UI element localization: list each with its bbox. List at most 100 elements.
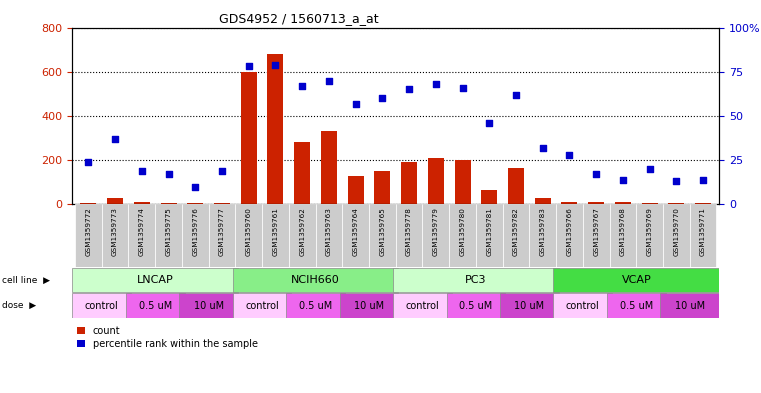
Text: control: control: [406, 301, 439, 310]
Text: GSM1359762: GSM1359762: [299, 208, 305, 256]
Bar: [286, 293, 345, 318]
Point: [243, 63, 255, 70]
Bar: [187, 203, 203, 204]
Bar: [316, 204, 342, 267]
Bar: [476, 204, 502, 267]
Bar: [348, 176, 364, 204]
Text: 10 uM: 10 uM: [514, 301, 544, 310]
Bar: [81, 203, 97, 204]
Bar: [155, 204, 182, 267]
Bar: [374, 171, 390, 204]
Point: [617, 176, 629, 183]
Point: [430, 81, 442, 87]
Bar: [295, 143, 310, 204]
Text: GSM1359767: GSM1359767: [593, 208, 599, 256]
Point: [296, 83, 308, 89]
Bar: [342, 204, 369, 267]
Text: GSM1359780: GSM1359780: [460, 208, 466, 256]
Bar: [449, 204, 476, 267]
Bar: [161, 203, 177, 204]
Bar: [422, 204, 449, 267]
Point: [510, 92, 522, 98]
Bar: [502, 204, 530, 267]
Bar: [179, 293, 238, 318]
Text: LNCAP: LNCAP: [137, 275, 174, 285]
Text: GSM1359779: GSM1359779: [433, 208, 439, 256]
Bar: [454, 160, 470, 204]
Bar: [262, 204, 289, 267]
Text: control: control: [245, 301, 279, 310]
Bar: [393, 268, 559, 292]
Bar: [369, 204, 396, 267]
Bar: [661, 293, 719, 318]
Bar: [75, 204, 102, 267]
Bar: [508, 168, 524, 204]
Point: [670, 178, 683, 185]
Point: [109, 136, 121, 142]
Bar: [233, 293, 291, 318]
Bar: [562, 202, 578, 204]
Text: 10 uM: 10 uM: [193, 301, 224, 310]
Text: control: control: [84, 301, 119, 310]
Bar: [607, 293, 666, 318]
Bar: [214, 203, 230, 204]
Point: [590, 171, 602, 178]
Text: 0.5 uM: 0.5 uM: [139, 301, 172, 310]
Text: dose  ▶: dose ▶: [2, 301, 36, 310]
Point: [376, 95, 388, 101]
Text: GSM1359777: GSM1359777: [219, 208, 225, 256]
Text: GSM1359776: GSM1359776: [193, 208, 199, 256]
Bar: [428, 158, 444, 204]
Point: [483, 120, 495, 126]
Bar: [102, 204, 129, 267]
Bar: [642, 203, 658, 204]
Text: GSM1359781: GSM1359781: [486, 208, 492, 256]
Text: GSM1359771: GSM1359771: [700, 208, 706, 256]
Bar: [530, 204, 556, 267]
Bar: [209, 204, 235, 267]
Text: GSM1359773: GSM1359773: [112, 208, 118, 256]
Text: cell line  ▶: cell line ▶: [2, 275, 49, 285]
Bar: [447, 293, 505, 318]
Bar: [107, 198, 123, 204]
Point: [644, 166, 656, 172]
Bar: [235, 204, 262, 267]
Text: 10 uM: 10 uM: [675, 301, 705, 310]
Bar: [535, 198, 551, 204]
Bar: [339, 293, 399, 318]
Text: GSM1359770: GSM1359770: [673, 208, 680, 256]
Bar: [126, 293, 185, 318]
Text: NCIH660: NCIH660: [291, 275, 340, 285]
Text: VCAP: VCAP: [622, 275, 651, 285]
Bar: [289, 204, 316, 267]
Point: [349, 101, 361, 107]
Bar: [695, 203, 711, 204]
Text: GSM1359768: GSM1359768: [620, 208, 626, 256]
Text: GSM1359766: GSM1359766: [566, 208, 572, 256]
Point: [269, 61, 282, 68]
Point: [563, 152, 575, 158]
Text: GSM1359769: GSM1359769: [647, 208, 653, 256]
Text: GSM1359764: GSM1359764: [352, 208, 358, 256]
Text: GSM1359775: GSM1359775: [166, 208, 171, 256]
Bar: [72, 293, 131, 318]
Text: 0.5 uM: 0.5 uM: [460, 301, 492, 310]
Bar: [663, 204, 689, 267]
Bar: [668, 203, 684, 204]
Bar: [233, 268, 399, 292]
Bar: [393, 293, 452, 318]
Text: GSM1359772: GSM1359772: [85, 208, 91, 256]
Bar: [321, 131, 337, 204]
Point: [189, 184, 202, 190]
Text: GDS4952 / 1560713_a_at: GDS4952 / 1560713_a_at: [219, 12, 378, 25]
Bar: [481, 190, 497, 204]
Bar: [588, 202, 604, 204]
Point: [162, 171, 174, 178]
Bar: [636, 204, 663, 267]
Point: [403, 86, 416, 93]
Text: GSM1359783: GSM1359783: [540, 208, 546, 256]
Point: [537, 145, 549, 151]
Point: [82, 159, 94, 165]
Bar: [553, 293, 613, 318]
Point: [457, 84, 469, 91]
